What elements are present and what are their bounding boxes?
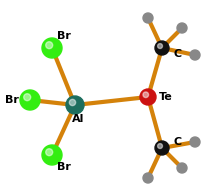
Circle shape — [46, 149, 53, 156]
Text: Te: Te — [159, 92, 173, 102]
Circle shape — [42, 38, 62, 58]
Circle shape — [69, 99, 76, 106]
Circle shape — [143, 13, 153, 23]
Text: Br: Br — [57, 31, 71, 41]
Circle shape — [24, 94, 31, 101]
Circle shape — [46, 42, 53, 49]
Circle shape — [66, 96, 84, 114]
Text: Br: Br — [5, 95, 19, 105]
Circle shape — [143, 173, 153, 183]
Text: Al: Al — [72, 114, 84, 124]
Circle shape — [155, 41, 169, 55]
Text: C: C — [174, 137, 182, 147]
Text: C: C — [174, 49, 182, 59]
Circle shape — [190, 50, 200, 60]
Text: Br: Br — [57, 162, 71, 172]
Circle shape — [140, 89, 156, 105]
Circle shape — [143, 92, 149, 98]
Circle shape — [190, 137, 200, 147]
Circle shape — [158, 144, 162, 149]
Circle shape — [177, 163, 187, 173]
Circle shape — [42, 145, 62, 165]
Circle shape — [158, 44, 162, 49]
Circle shape — [20, 90, 40, 110]
Circle shape — [155, 141, 169, 155]
Circle shape — [177, 23, 187, 33]
